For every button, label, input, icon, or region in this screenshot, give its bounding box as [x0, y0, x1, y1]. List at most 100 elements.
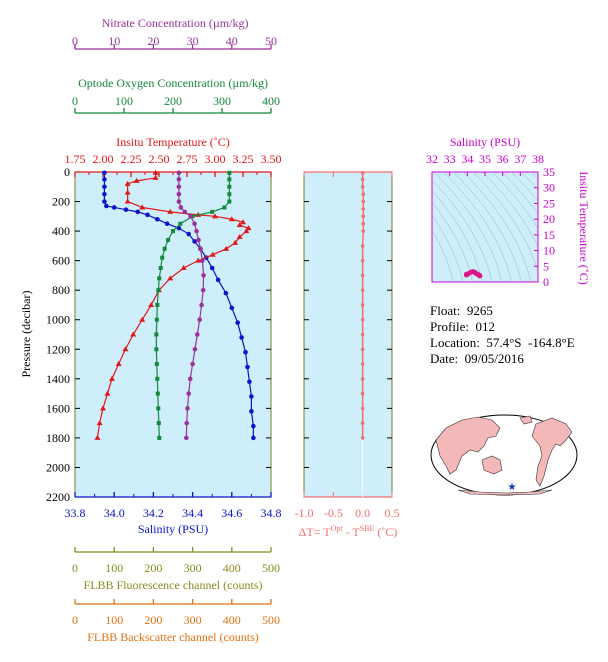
salinity-point	[102, 170, 107, 176]
oxygen-point	[156, 288, 161, 293]
delta-t-point	[360, 362, 365, 366]
oxygen-point	[154, 332, 159, 337]
salinity-point	[247, 379, 252, 385]
temperature-point	[236, 234, 243, 239]
salinity-point	[104, 203, 109, 209]
fluorescence-tick-label: 400	[223, 561, 241, 575]
map-land-australia	[481, 455, 503, 475]
delta-t-point	[360, 273, 365, 278]
delta-t-point	[361, 199, 366, 204]
float-id: Float: 9265	[430, 303, 493, 318]
nitrate-point	[192, 221, 197, 227]
nitrate-point	[192, 346, 198, 352]
delta-t-point	[361, 192, 366, 196]
salinity-tick-label: 34.8	[261, 506, 282, 520]
date: Date: 09/05/2016	[430, 351, 524, 366]
ts-x-tick-label: 34	[461, 152, 473, 166]
isopycnal-line	[433, 181, 493, 283]
oxygen-point	[227, 170, 232, 175]
delta-t-point	[361, 221, 366, 226]
nitrate-point	[201, 273, 206, 278]
delta-t-point	[361, 214, 366, 219]
world-map: ★	[430, 414, 578, 496]
delta-t-point	[361, 229, 366, 233]
temperature-tick-label: 3.50	[261, 152, 282, 166]
temperature-tick-label: 2.00	[93, 152, 114, 166]
oxygen-tick-label: 100	[115, 94, 133, 108]
delta-t-panel	[303, 171, 393, 498]
delta-t-point	[360, 436, 365, 440]
delta-t-point	[360, 177, 365, 182]
delta-t-point	[360, 170, 365, 175]
profile-panel	[74, 171, 272, 498]
salinity-point	[223, 290, 229, 296]
temperature-point	[167, 208, 174, 214]
isopycnal-line	[482, 171, 538, 245]
nitrate-point	[176, 199, 182, 204]
salinity-point	[102, 177, 107, 182]
salinity-point	[215, 277, 221, 283]
temperature-point	[245, 225, 252, 231]
salinity-point	[245, 364, 250, 370]
nitrate-point	[187, 376, 193, 382]
salinity-point	[102, 191, 107, 197]
nitrate-point	[200, 258, 205, 263]
nitrate-point	[188, 214, 193, 219]
temperature-point	[94, 434, 101, 440]
delta-t-point	[360, 406, 365, 411]
oxygen-point	[160, 255, 165, 260]
nitrate-point	[185, 406, 190, 411]
nitrate-point	[200, 287, 206, 293]
salinity-point	[251, 423, 256, 429]
salinity-point	[249, 409, 254, 414]
pressure-tick-label: 400	[52, 224, 70, 238]
oxygen-point	[156, 406, 161, 411]
ts-y-tick-label: 0	[543, 275, 549, 289]
nitrate-point	[199, 302, 204, 308]
map-land-antarctica	[457, 489, 553, 496]
temperature-tick-label: 3.25	[233, 152, 254, 166]
delta-t-point	[360, 288, 365, 292]
oxygen-point	[171, 229, 175, 234]
backscatter-tick-label: 400	[223, 613, 241, 627]
axes-layer: 0200400600800100012001400160018002000220…	[46, 34, 555, 627]
oxygen-point	[227, 199, 232, 204]
oxygen-point	[156, 421, 161, 426]
map-land-africa-eurasia	[435, 416, 501, 475]
ts-y-tick-label: 10	[543, 244, 555, 258]
fluorescence-tick-label: 200	[144, 561, 162, 575]
ts-y-tick-label: 30	[543, 181, 555, 195]
temperature-point	[124, 189, 131, 195]
backscatter-tick-label: 300	[184, 613, 202, 627]
salinity-point	[155, 216, 160, 222]
oxygen-point	[210, 209, 215, 214]
temperature-tick-label: 2.50	[149, 152, 170, 166]
nitrate-point	[197, 317, 202, 323]
temperature-point	[209, 251, 216, 257]
backscatter-tick-label: 200	[144, 613, 162, 627]
salinity-point	[186, 231, 191, 237]
temperature-point	[104, 390, 111, 396]
map-land-americas	[531, 417, 573, 487]
isopycnal-line	[530, 171, 538, 179]
salinity-point	[111, 205, 117, 210]
pressure-tick-label: 1200	[46, 342, 70, 356]
pressure-tick-label: 1600	[46, 401, 70, 415]
delta-t-point	[360, 377, 365, 381]
oxygen-point	[227, 192, 232, 197]
ts-y-tick-label: 5	[543, 259, 549, 273]
oxygen-point	[158, 266, 163, 271]
temperature-point	[148, 301, 155, 307]
nitrate-point	[176, 177, 182, 182]
oxygen-point	[155, 376, 160, 381]
temperature-point	[139, 204, 146, 210]
isopycnal-line	[453, 171, 522, 283]
temperature-point	[124, 198, 131, 204]
salinity-axis-title: Salinity (PSU)	[138, 522, 208, 536]
ts-isopycnals	[431, 171, 539, 283]
isopycnal-line	[432, 231, 454, 283]
nitrate-point	[196, 237, 201, 243]
salinity-point	[229, 305, 235, 311]
salinity-point	[135, 209, 141, 215]
nitrate-point	[184, 420, 190, 426]
